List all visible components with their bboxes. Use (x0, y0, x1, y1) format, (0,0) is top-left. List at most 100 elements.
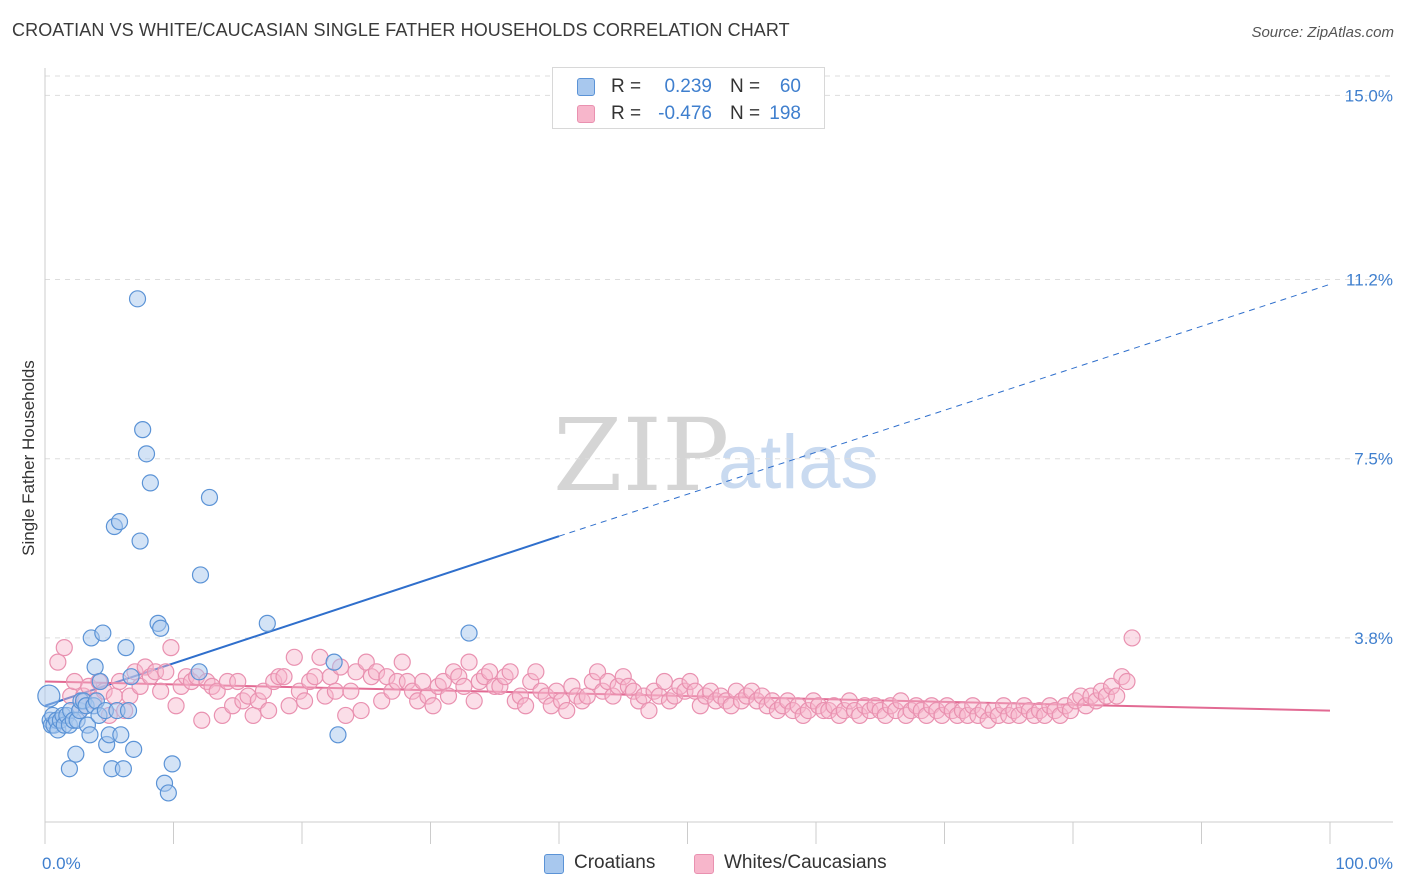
whites-point (1108, 687, 1126, 705)
whites-point (352, 701, 370, 720)
whites-point (193, 711, 211, 729)
croatians-point (134, 421, 152, 439)
whites-point (655, 672, 673, 691)
whites-point (465, 692, 483, 710)
whites-point (280, 697, 298, 715)
croatians-point (325, 653, 343, 671)
whites-point (640, 701, 658, 720)
whites-point (995, 697, 1013, 715)
y-axis-label: Single Father Households (19, 360, 38, 556)
whites-point (1066, 692, 1085, 710)
whites-point (55, 639, 73, 657)
croatians-point (67, 745, 85, 763)
whites-point (439, 687, 458, 705)
whites-point (393, 653, 411, 671)
watermark: ZIP atlas (553, 397, 879, 514)
whites-point (825, 697, 843, 715)
whites-point (594, 682, 612, 700)
whites-point (203, 677, 221, 695)
croatians-point (329, 726, 347, 744)
whites-point (1123, 629, 1141, 647)
gridlines (45, 75, 1393, 639)
watermark-zip: ZIP (553, 397, 729, 514)
whites-point (316, 687, 334, 705)
n-value: 198 (769, 103, 801, 124)
whites-point (794, 706, 812, 725)
whites-point (506, 692, 524, 710)
whites-point (1061, 701, 1080, 720)
whites-point (152, 682, 170, 700)
whites-point (275, 668, 293, 686)
y-tick-label: 7.5% (1354, 450, 1393, 469)
whites-point (455, 677, 473, 695)
whites-point (424, 697, 442, 715)
whites-point (779, 692, 797, 710)
croatians-points (37, 290, 478, 802)
whites-point (671, 677, 689, 695)
croatians-point (163, 755, 181, 773)
whites-point (614, 668, 632, 686)
whites-point (1051, 706, 1069, 725)
croatians-point (128, 290, 147, 308)
whites-point (501, 663, 519, 681)
whites-point (1087, 692, 1105, 710)
x-tick-label: 0.0% (42, 854, 81, 873)
n-label: N = (730, 76, 761, 97)
whites-point (367, 663, 386, 681)
whites-point (691, 697, 709, 715)
croatians-point (37, 684, 61, 708)
whites-point (789, 697, 807, 715)
whites-point (383, 682, 401, 700)
croatians-point (141, 474, 159, 492)
whites-point (558, 701, 576, 720)
whites-point (167, 697, 185, 715)
whites-point (1092, 682, 1110, 700)
whites-point (953, 701, 972, 720)
croatians-point (94, 624, 112, 642)
whites-point (537, 687, 555, 705)
croatians-point (200, 488, 219, 507)
y-tick-label: 15.0% (1345, 86, 1393, 105)
whites-swatch (577, 105, 595, 123)
whites-point (157, 663, 175, 681)
whites-point (481, 663, 499, 681)
croatians-label: Croatians (574, 852, 656, 873)
whites-point (460, 653, 478, 671)
r-label: R = (611, 103, 642, 124)
whites-point (172, 677, 190, 695)
whites-point (619, 677, 637, 695)
whites-point (326, 682, 345, 700)
whites-points (49, 629, 1141, 729)
whites-point (743, 682, 761, 700)
whites-trend-line (44, 680, 1331, 712)
croatians-point (119, 701, 138, 720)
source-credit: Source: ZipAtlas.com (1251, 24, 1394, 41)
croatians-point (258, 614, 276, 632)
whites-point (753, 687, 771, 705)
whites-point (229, 672, 247, 691)
croatians-point (137, 445, 156, 463)
whites-label: Whites/Caucasians (724, 852, 887, 873)
n-value: 60 (779, 76, 801, 97)
whites-point (815, 701, 833, 720)
whites-point (851, 706, 869, 725)
croatians-point (159, 784, 177, 802)
whites-point (244, 706, 262, 725)
whites-point (984, 701, 1002, 720)
whites-point (285, 648, 303, 666)
croatians-point (86, 658, 104, 676)
whites-point (681, 672, 699, 691)
croatians-trend-extension (558, 283, 1331, 537)
whites-point (136, 658, 154, 676)
whites-point (259, 701, 278, 720)
croatians-point (125, 740, 143, 758)
croatians-point (91, 672, 109, 691)
legend-row-croatians: R = 0.239 N = 60 (553, 73, 824, 101)
r-label: R = (611, 76, 642, 97)
y-tick-label: 11.2% (1346, 270, 1393, 289)
whites-point (1056, 697, 1074, 715)
y-tick-label: 3.8% (1354, 629, 1393, 648)
whites-point (224, 697, 242, 715)
whites-point (702, 682, 720, 700)
